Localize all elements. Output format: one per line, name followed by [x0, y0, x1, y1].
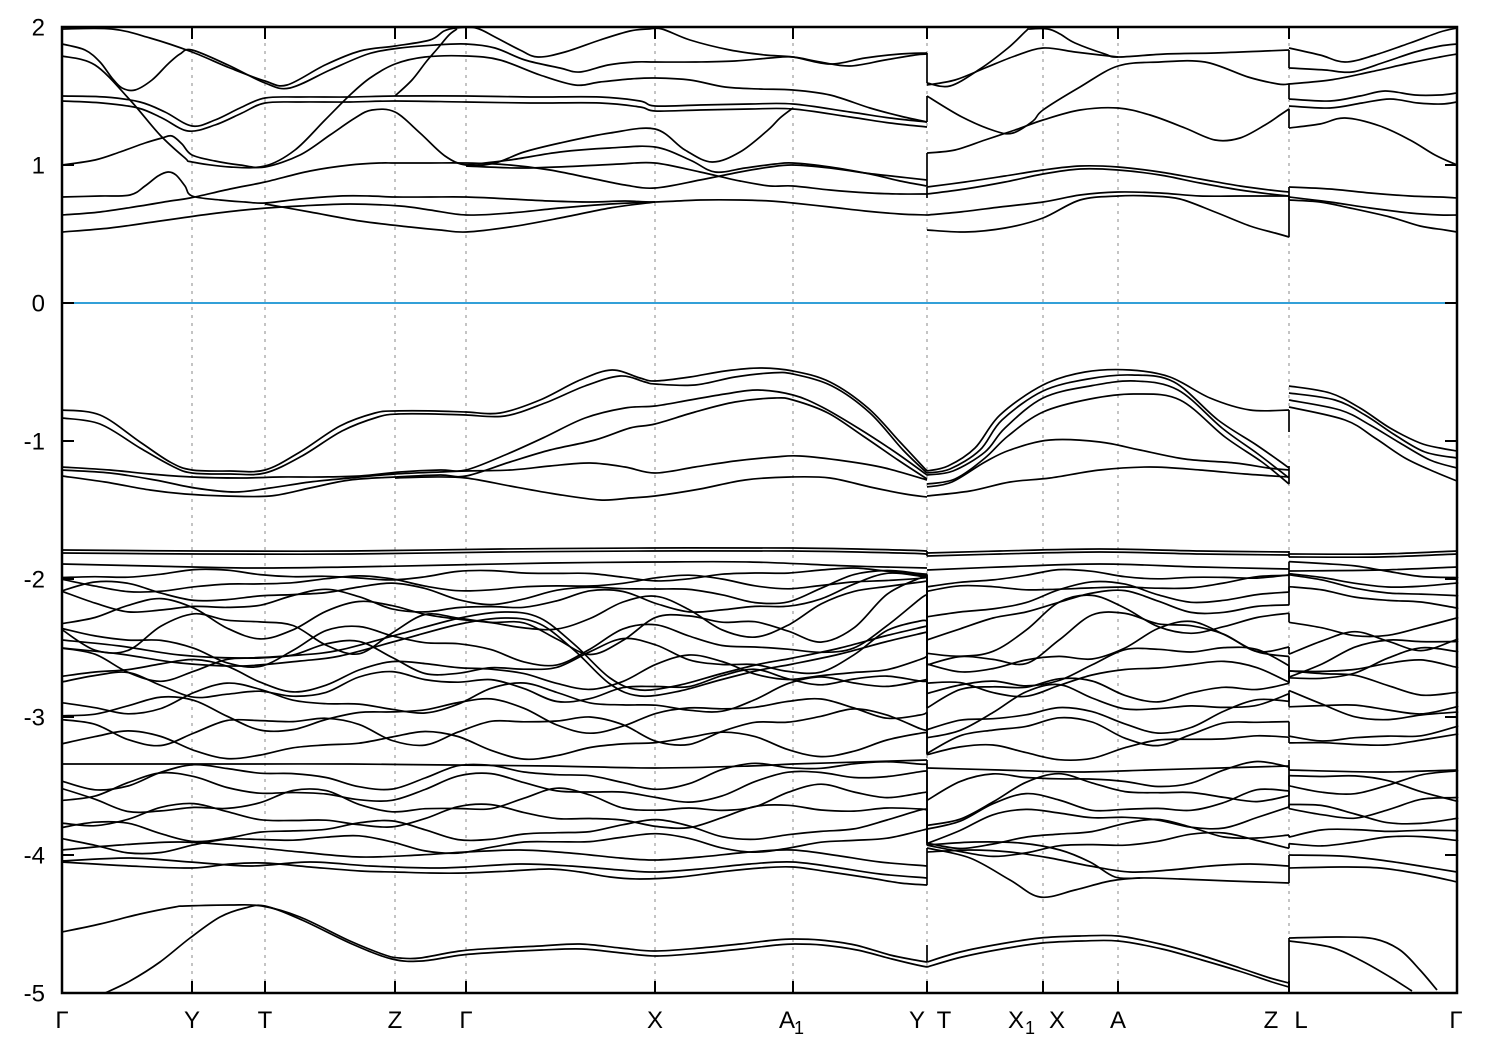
- svg-text:-4: -4: [24, 843, 45, 870]
- svg-text:2: 2: [32, 15, 45, 42]
- svg-text:1: 1: [794, 1018, 804, 1038]
- svg-text:1: 1: [1025, 1018, 1035, 1038]
- svg-text:0: 0: [32, 291, 45, 318]
- svg-text:Z: Z: [388, 1007, 403, 1034]
- svg-text:-5: -5: [24, 981, 45, 1008]
- svg-text:Y: Y: [909, 1007, 925, 1034]
- svg-text:X: X: [1008, 1007, 1024, 1034]
- svg-text:T: T: [937, 1007, 952, 1034]
- svg-text:-3: -3: [24, 705, 45, 732]
- svg-text:A: A: [779, 1007, 795, 1034]
- svg-text:Γ: Γ: [1449, 1007, 1462, 1034]
- svg-text:Z: Z: [1264, 1007, 1279, 1034]
- svg-text:Γ: Γ: [459, 1007, 472, 1034]
- svg-text:Y: Y: [184, 1007, 200, 1034]
- svg-text:T: T: [258, 1007, 273, 1034]
- svg-text:X: X: [647, 1007, 663, 1034]
- svg-text:1: 1: [32, 153, 45, 180]
- svg-text:-1: -1: [24, 429, 45, 456]
- svg-text:X: X: [1049, 1007, 1065, 1034]
- svg-text:A: A: [1110, 1007, 1126, 1034]
- svg-text:Γ: Γ: [55, 1007, 68, 1034]
- svg-text:-2: -2: [24, 567, 45, 594]
- svg-text:L: L: [1294, 1007, 1307, 1034]
